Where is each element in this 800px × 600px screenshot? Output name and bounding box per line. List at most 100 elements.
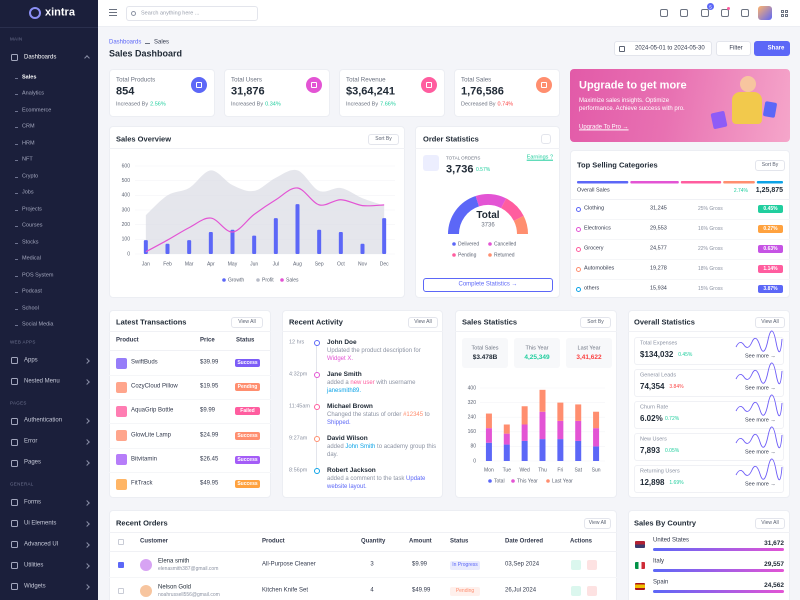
activity-time: 12 hrs xyxy=(289,339,305,346)
submenu-item[interactable]: Sales xyxy=(22,74,37,81)
menu-item[interactable]: Apps xyxy=(24,356,38,363)
sort-button[interactable] xyxy=(755,159,785,171)
menu-item[interactable]: Pages xyxy=(24,459,42,466)
donut-center-value: 3736 xyxy=(481,222,495,229)
overall-label: Churn Rate xyxy=(640,404,669,411)
breadcrumb-link[interactable]: Dashboards xyxy=(109,39,142,46)
delete-button[interactable] xyxy=(587,560,597,570)
menu-item[interactable]: Widgets xyxy=(24,582,46,589)
notification-dot xyxy=(727,7,730,10)
edit-button[interactable] xyxy=(571,560,581,570)
topbar-icon[interactable] xyxy=(701,9,709,17)
edit-button[interactable] xyxy=(571,586,581,596)
submenu-item[interactable]: Stocks xyxy=(22,239,39,246)
see-more-link[interactable]: See more → xyxy=(745,353,776,360)
category-dot xyxy=(576,206,581,212)
filter-label[interactable]: Filter xyxy=(729,44,743,51)
search-box[interactable] xyxy=(126,6,258,21)
view-all-button[interactable] xyxy=(408,316,438,328)
view-all-button[interactable] xyxy=(755,316,785,328)
menu-item[interactable]: Ui Elements xyxy=(24,519,57,526)
see-more-link[interactable]: See more → xyxy=(745,417,776,424)
see-more-link[interactable]: See more → xyxy=(745,481,776,488)
see-more-link[interactable]: See more → xyxy=(745,385,776,392)
submenu-item[interactable]: Analytics xyxy=(22,90,45,97)
menu-dash xyxy=(15,127,18,128)
view-all-button[interactable] xyxy=(584,517,611,529)
see-more-link[interactable]: See more → xyxy=(745,449,776,456)
view-all-button-label[interactable]: View All xyxy=(238,319,256,325)
sort-button-label[interactable]: Sort By xyxy=(761,162,779,168)
category-badge-label: 0.45% xyxy=(763,206,778,212)
menu-item[interactable]: Nested Menu xyxy=(24,377,60,384)
submenu-item[interactable]: Ecommerce xyxy=(22,107,52,114)
view-all-button-label[interactable]: View All xyxy=(761,319,779,325)
sort-button[interactable] xyxy=(368,133,399,145)
submenu-item[interactable]: School xyxy=(22,305,39,312)
category-badge-label: 0.63% xyxy=(763,246,778,252)
submenu-item[interactable]: Courses xyxy=(22,222,43,229)
submenu-item[interactable]: Social Media xyxy=(22,321,54,328)
submenu-item[interactable]: HRM xyxy=(22,140,35,147)
submenu-item[interactable]: CRM xyxy=(22,123,35,130)
sort-button-label[interactable]: Sort By xyxy=(587,319,604,325)
submenu-item[interactable]: Podcast xyxy=(22,288,42,295)
column-header: Date Ordered xyxy=(505,538,544,545)
view-all-button-label[interactable]: View All xyxy=(414,319,432,325)
column-header: Status xyxy=(236,337,255,344)
share-button[interactable] xyxy=(754,41,790,56)
topbar-icon[interactable] xyxy=(721,9,729,17)
stat-card xyxy=(224,69,330,117)
view-all-button-label[interactable]: View All xyxy=(588,520,607,526)
activity-text-part: added a xyxy=(327,380,351,386)
avatar[interactable] xyxy=(758,6,772,20)
checkbox[interactable] xyxy=(118,539,124,545)
summary-label: This Year xyxy=(525,345,549,352)
earnings-link[interactable]: Earnings ? xyxy=(526,154,553,161)
delete-button[interactable] xyxy=(587,586,597,596)
upgrade-link[interactable]: Upgrade To Pro → xyxy=(579,124,629,131)
submenu-item[interactable]: Crypto xyxy=(22,173,39,180)
activity-name: Robert Jackson xyxy=(327,467,376,475)
complete-statistics-button[interactable] xyxy=(423,278,553,292)
category-dot xyxy=(576,246,581,252)
stat-label: Total Products xyxy=(116,76,156,84)
order-quantity: 4 xyxy=(370,587,374,594)
view-all-button-label[interactable]: View All xyxy=(761,520,779,526)
view-all-button[interactable] xyxy=(755,517,785,529)
category-gross: 15% Gross xyxy=(698,286,723,292)
more-button[interactable] xyxy=(541,134,551,144)
order-status: Pending xyxy=(455,588,475,594)
view-all-button[interactable] xyxy=(231,316,263,328)
filter-button[interactable] xyxy=(716,41,751,56)
menu-item[interactable]: Forms xyxy=(24,498,41,505)
card-title: Sales Overview xyxy=(116,134,172,144)
menu-item[interactable]: Authentication xyxy=(24,417,63,424)
sort-button-label[interactable]: Sort By xyxy=(375,136,392,142)
share-label[interactable]: Share xyxy=(767,44,785,51)
submenu-item[interactable]: NFT xyxy=(22,156,33,163)
submenu-item[interactable]: Medical xyxy=(22,255,41,262)
menu-item[interactable]: Advanced UI xyxy=(24,540,59,547)
submenu-item[interactable]: POS System xyxy=(22,272,54,279)
order-amount: $9.99 xyxy=(412,561,428,568)
row-divider xyxy=(109,447,271,449)
checkbox[interactable] xyxy=(118,562,124,568)
submenu-item[interactable]: Projects xyxy=(22,206,42,213)
overall-label: New Users xyxy=(640,436,667,443)
date-picker[interactable] xyxy=(614,41,712,56)
topbar-icon[interactable] xyxy=(741,9,749,17)
sort-button[interactable] xyxy=(580,316,611,328)
submenu-item[interactable]: Jobs xyxy=(22,189,34,196)
menu-item[interactable]: Dashboards xyxy=(24,53,57,60)
checkbox[interactable] xyxy=(118,588,124,594)
orders-total: 3,736 xyxy=(446,163,474,176)
menu-item[interactable]: Error xyxy=(24,438,38,445)
menu-item[interactable]: Utilities xyxy=(24,561,44,568)
category-name: Electronics xyxy=(584,225,611,232)
complete-statistics-label[interactable]: Complete Statistics → xyxy=(458,281,518,288)
menu-dash xyxy=(15,242,18,244)
activity-highlight: Update website layout. xyxy=(327,476,426,490)
topbar-icon[interactable] xyxy=(660,9,668,17)
topbar-icon[interactable] xyxy=(680,9,688,17)
